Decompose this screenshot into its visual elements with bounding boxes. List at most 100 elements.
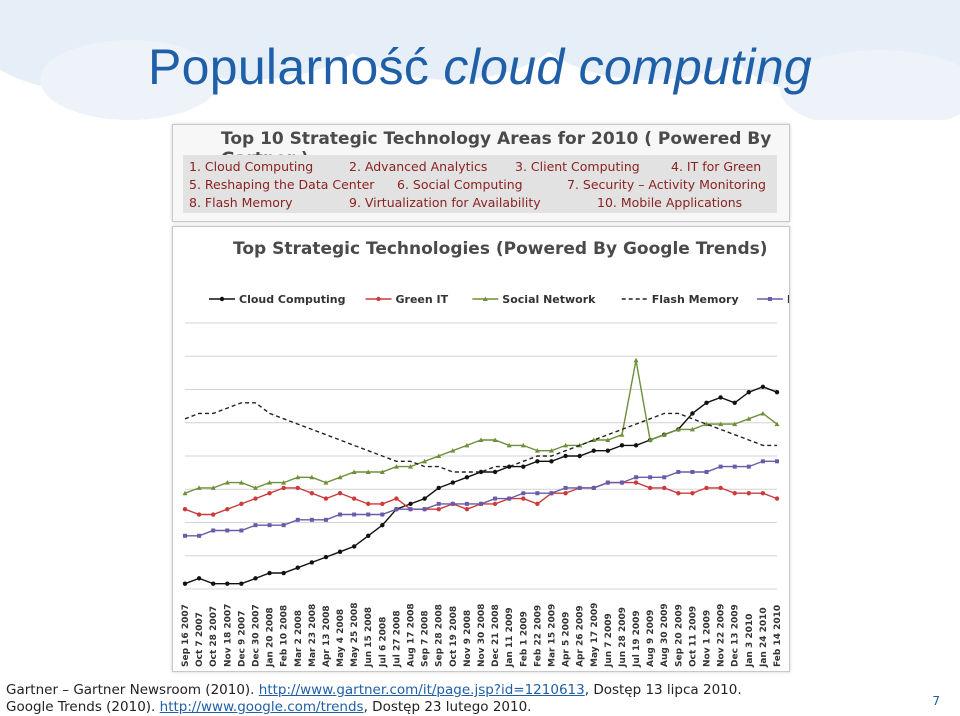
data-point xyxy=(760,491,766,496)
data-point xyxy=(196,485,202,490)
data-point xyxy=(548,448,554,453)
data-point xyxy=(436,485,441,491)
data-point xyxy=(690,469,695,474)
x-tick-label: Aug 9 2009 xyxy=(646,610,656,667)
data-point xyxy=(211,528,216,533)
data-point xyxy=(380,522,385,528)
data-point xyxy=(337,549,343,554)
data-point xyxy=(239,528,244,533)
legend-label: Green IT xyxy=(396,293,449,306)
google-trends-link[interactable]: http://www.google.com/trends xyxy=(159,699,364,715)
data-point xyxy=(379,469,385,474)
data-point xyxy=(422,507,427,512)
slide-title-italic: cloud computing xyxy=(443,39,813,95)
data-point xyxy=(746,389,752,395)
x-tick-label: Oct 11 2009 xyxy=(688,606,698,667)
legend-marker xyxy=(219,296,225,302)
x-tick-label: Jan 20 2008 xyxy=(266,607,276,668)
footer-citation-google: Google Trends (2010). http://www.google.… xyxy=(6,699,531,715)
gartner-item: 5. Reshaping the Data Center xyxy=(189,177,375,192)
data-point xyxy=(535,501,540,507)
data-point xyxy=(182,581,188,586)
x-tick-label: Jun 7 2009 xyxy=(604,613,614,668)
data-point xyxy=(366,512,371,517)
data-point xyxy=(182,490,188,496)
data-point xyxy=(225,528,230,533)
x-tick-label: Mar 15 2009 xyxy=(547,604,557,667)
x-tick-label: Feb 22 2009 xyxy=(533,605,543,667)
gartner-link[interactable]: http://www.gartner.com/it/page.jsp?id=12… xyxy=(258,682,585,698)
x-tick-label: Nov 22 2009 xyxy=(717,604,727,667)
data-point xyxy=(295,517,300,522)
data-point xyxy=(704,469,709,474)
data-point xyxy=(605,437,611,443)
x-tick-label: Feb 1 2009 xyxy=(519,611,529,667)
x-tick-label: May 25 2008 xyxy=(350,603,360,667)
x-tick-label: Mar 23 2008 xyxy=(308,604,318,667)
data-point xyxy=(591,448,596,453)
gartner-item: 6. Social Computing xyxy=(397,177,523,192)
data-point xyxy=(380,512,385,517)
data-point xyxy=(633,443,639,448)
x-tick-label: Aug 30 2009 xyxy=(660,603,670,667)
data-point xyxy=(239,501,244,507)
data-point xyxy=(225,507,230,512)
data-point xyxy=(196,576,202,581)
footer-text: Google Trends (2010). xyxy=(6,699,160,715)
data-point xyxy=(619,443,625,448)
x-tick-label: Apr 26 2009 xyxy=(576,605,586,667)
data-point xyxy=(521,464,526,469)
legend-label: Mobile Application xyxy=(787,293,789,306)
data-point xyxy=(436,453,442,458)
x-tick-label: Dec 30 2007 xyxy=(251,604,261,667)
data-point xyxy=(210,512,216,517)
data-point xyxy=(464,442,470,448)
data-point xyxy=(281,570,286,576)
x-tick-label: Nov 9 2008 xyxy=(463,610,473,667)
gartner-panel: Top 10 Strategic Technology Areas for 20… xyxy=(172,124,790,222)
data-point xyxy=(253,576,258,581)
data-point xyxy=(563,453,568,459)
series-line xyxy=(184,386,778,585)
x-tick-label: Sep 28 2008 xyxy=(435,604,445,667)
legend-label: Social Network xyxy=(502,293,596,306)
data-point xyxy=(493,496,498,501)
data-point xyxy=(647,485,653,491)
data-point xyxy=(492,437,498,443)
data-point xyxy=(422,496,427,501)
x-tick-label: Jan 3 2010 xyxy=(745,614,755,668)
data-point xyxy=(295,474,301,480)
x-tick-label: Jan 11 2009 xyxy=(505,607,515,668)
data-point xyxy=(464,475,470,480)
data-point xyxy=(366,533,371,538)
data-point xyxy=(408,464,414,469)
data-point xyxy=(591,485,596,490)
data-point xyxy=(267,491,272,496)
data-point xyxy=(196,512,202,517)
data-point xyxy=(450,501,455,506)
data-point xyxy=(323,496,329,501)
data-point xyxy=(689,426,695,432)
footer-citation-gartner: Gartner – Gartner Newsroom (2010). http:… xyxy=(6,682,742,698)
data-point xyxy=(774,389,780,395)
data-point xyxy=(521,496,526,501)
x-tick-label: Aug 17 2008 xyxy=(407,603,417,667)
x-tick-label: Feb 14 2010 xyxy=(773,605,783,667)
data-point xyxy=(210,581,216,586)
data-point xyxy=(676,469,681,474)
trends-chart: Cloud Computing Green IT Social Network Fla… xyxy=(181,293,789,668)
series-line xyxy=(184,402,777,473)
data-point xyxy=(267,480,273,485)
data-point xyxy=(393,464,399,469)
data-point xyxy=(746,416,752,421)
legend-label: Flash Memory xyxy=(652,293,739,306)
data-point xyxy=(323,480,329,485)
gartner-item: 8. Flash Memory xyxy=(189,195,293,210)
gartner-item: 1. Cloud Computing xyxy=(189,159,314,174)
data-point xyxy=(366,501,371,507)
x-tick-label: Jul 27 2008 xyxy=(392,610,402,668)
x-tick-label: Dec 13 2009 xyxy=(731,604,741,667)
data-point xyxy=(365,469,371,474)
data-point xyxy=(408,501,413,507)
data-point xyxy=(662,475,667,480)
